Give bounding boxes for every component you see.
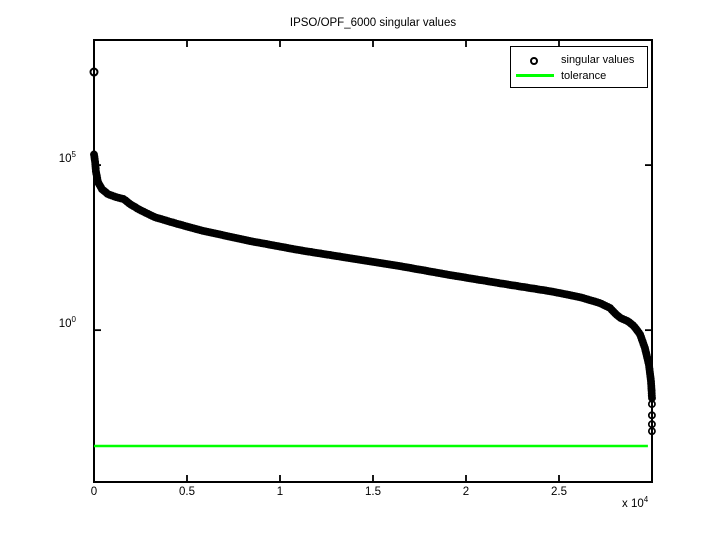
x-tick-label: 2 [462,486,470,498]
x-tick-label: 1.5 [365,486,381,498]
tail-singular-value-marker [647,427,656,436]
x-tick-label: 2.5 [551,486,567,498]
x-tick-label: 1 [276,486,284,498]
legend-label-tolerance: tolerance [561,70,607,82]
tail-singular-value-marker [647,411,656,420]
singular-values-curve [91,151,655,401]
axes-box [93,39,653,483]
singular-values-marker-chain [90,150,656,402]
chart-title: IPSO/OPF_6000 singular values [289,17,457,29]
tolerance-line-icon [516,74,554,77]
y-tick-label-1e0: 100 [58,315,76,330]
legend: singular values tolerance [510,46,648,88]
first-singular-value-marker [89,67,99,77]
x-axis-multiplier: x 104 [622,495,649,510]
x-tick-label: 0.5 [179,486,195,498]
y-tick-label-1e5: 105 [58,150,76,165]
tail-singular-value-marker [647,400,656,409]
legend-label-singular-values: singular values [561,54,635,66]
singular-values-marker-icon [530,57,538,65]
x-tick-label: 0 [90,486,98,498]
